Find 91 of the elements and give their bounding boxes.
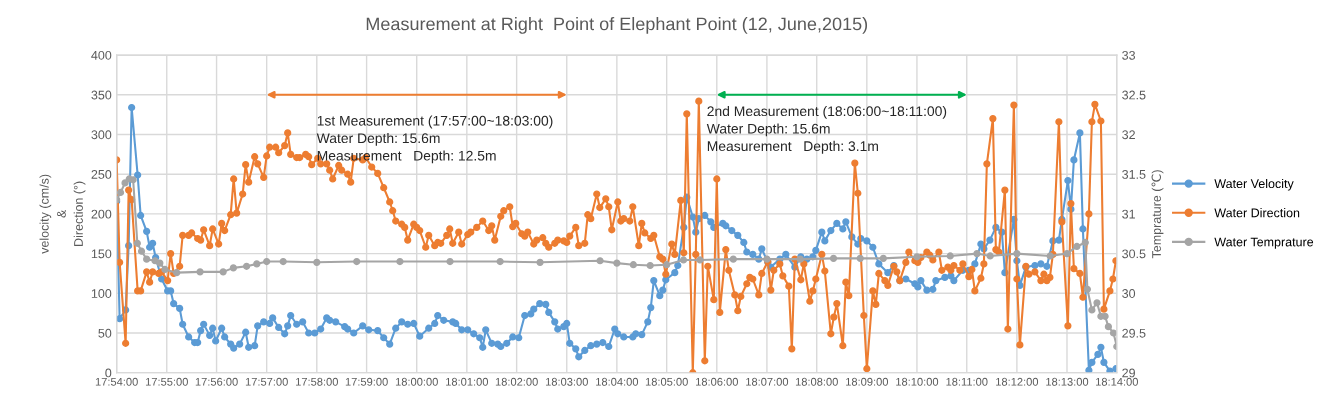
point (219, 268, 227, 276)
point (536, 258, 544, 266)
point (253, 260, 261, 268)
x-tick-label: 17:57:00 (245, 377, 288, 386)
point (973, 249, 981, 258)
point (263, 257, 271, 266)
legend-label: Water Temprature (1214, 237, 1314, 249)
x-tick-label: 18:12:00 (996, 377, 1039, 386)
point (1073, 242, 1081, 251)
point (946, 252, 954, 260)
x-tick-label: 17:55:00 (145, 377, 188, 386)
y-tick-label: 250 (91, 170, 112, 179)
point (696, 256, 704, 264)
y-tick-label: 0 (105, 368, 112, 378)
x-tick-label: 18:05:00 (645, 377, 688, 386)
point (1109, 329, 1117, 337)
point (663, 261, 671, 269)
point (879, 254, 887, 262)
x-tick-label: 17:59:00 (345, 377, 388, 386)
point (629, 261, 637, 269)
y-tick-label: 300 (91, 130, 112, 140)
point (279, 257, 287, 266)
y-tick-label: 200 (91, 209, 112, 219)
point (613, 259, 621, 267)
point (913, 253, 921, 261)
y2-tick-label: 32 (1122, 130, 1135, 140)
x-tick-label: 18:03:00 (545, 377, 588, 386)
y2-tick-label: 31 (1122, 209, 1135, 219)
point (137, 247, 146, 255)
y-tick-label: 350 (91, 90, 112, 100)
y2-tick-label: 32.5 (1122, 90, 1146, 100)
annotation: 1st Measurement (17:57:00~18:03:00) Water Depth: 15.6m Measurement Depth: 12.5m (316, 115, 553, 164)
x-tick-label: 18:10:00 (896, 377, 939, 386)
point (829, 254, 838, 262)
point (646, 261, 654, 270)
point (156, 259, 164, 267)
y2-tick-label: 30.5 (1122, 249, 1146, 259)
point (229, 264, 237, 272)
x-tick-label: 18:02:00 (495, 377, 538, 386)
point (446, 257, 454, 266)
point (1088, 306, 1096, 314)
x-tick-label: 18:09:00 (846, 377, 889, 386)
point (729, 255, 737, 263)
x-tick-label: 17:54:00 (95, 377, 138, 386)
x-tick-label: 18:07:00 (746, 377, 789, 386)
x-tick-label: 18:11:00 (946, 377, 988, 386)
point (121, 179, 129, 187)
point (1081, 238, 1089, 247)
point (496, 257, 504, 266)
point (1013, 249, 1021, 258)
x-tick-label: 17:58:00 (296, 377, 338, 386)
x-tick-label: 18:00:00 (395, 377, 438, 386)
y-axis-title: velocity (cm/s) & Direction (°) (39, 174, 86, 254)
y2-tick-label: 33 (1122, 50, 1136, 60)
x-tick-label: 18:13:00 (1046, 377, 1089, 386)
point (1083, 285, 1092, 293)
y2-tick-label: 30 (1122, 289, 1136, 298)
point (596, 257, 604, 265)
chart-title: Measurement at Right Point of Elephant Point (12, June,2015) (366, 17, 868, 34)
x-tick-label: 18:04:00 (596, 377, 639, 386)
y-tick-label: 400 (91, 50, 112, 60)
point (242, 262, 251, 270)
point (143, 255, 151, 263)
point (1063, 249, 1071, 258)
x-tick-label: 18:01:00 (446, 377, 489, 386)
point (986, 252, 994, 260)
point (1093, 299, 1101, 307)
point (353, 257, 361, 266)
point (1104, 323, 1113, 331)
point (129, 176, 137, 184)
x-tick-label: 18:14:00 (1096, 377, 1138, 386)
x-tick-label: 18:06:00 (696, 377, 738, 386)
legend-label: Water Velocity (1214, 178, 1294, 191)
point (396, 257, 404, 266)
point (313, 258, 321, 266)
y-tick-label: 150 (91, 249, 112, 259)
legend-label: Water Direction (1214, 208, 1300, 218)
x-tick-label: 18:08:00 (795, 377, 838, 386)
x-tick-label: 17:56:00 (195, 377, 238, 386)
y2-tick-label: 31.5 (1122, 170, 1146, 179)
point (116, 188, 125, 197)
y2-tick-label: 29 (1122, 368, 1135, 378)
y-tick-label: 50 (98, 328, 112, 338)
y-tick-label: 100 (91, 289, 112, 298)
point (133, 239, 141, 247)
y2-tick-label: 29.5 (1122, 328, 1146, 338)
point (196, 268, 204, 276)
y2-axis-title: Temprature (℃) (1151, 170, 1164, 259)
point (679, 256, 688, 264)
point (856, 254, 864, 262)
annotation: 2nd Measurement (18:06:00~18:11:00) Water Depth: 15.6m Measurement Depth: 3.1m (706, 105, 947, 154)
